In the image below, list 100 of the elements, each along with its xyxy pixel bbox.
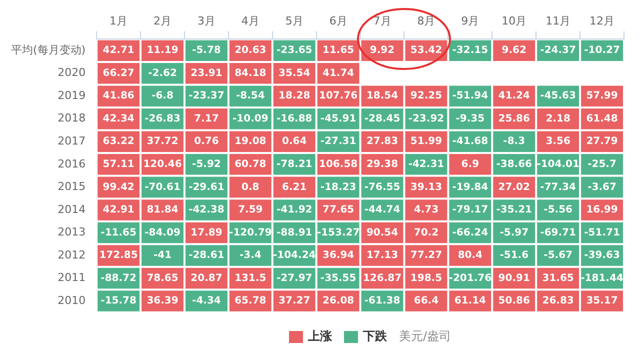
data-label: 50.86 [498, 296, 530, 307]
data-label: 60.78 [234, 159, 266, 170]
data-label: 6.9 [461, 159, 480, 170]
data-label: -8.3 [503, 136, 526, 148]
x-tick-label: 2月 [154, 14, 172, 28]
data-label: -23.37 [188, 90, 224, 102]
data-label: -15.78 [100, 296, 136, 307]
data-label: 0.76 [194, 136, 219, 148]
data-label: 78.65 [146, 272, 178, 284]
data-label: 23.91 [190, 68, 222, 79]
data-label: -6.8 [152, 90, 174, 102]
data-label: -51.6 [500, 250, 529, 262]
data-label: 35.17 [586, 296, 618, 307]
data-label: 126.87 [362, 272, 402, 284]
data-label: 77.27 [410, 250, 442, 262]
data-label: 31.65 [542, 272, 574, 284]
text: 上涨 [308, 328, 332, 345]
data-label: 20.63 [234, 45, 266, 56]
data-label: -51.94 [452, 90, 488, 102]
x-tick-label: 7月 [373, 14, 392, 28]
data-label: -42.38 [188, 204, 224, 216]
data-label: 18.28 [278, 90, 310, 102]
data-label: -35.55 [320, 272, 356, 284]
y-tick-label: 2010 [58, 294, 86, 307]
data-label: -35.21 [496, 204, 532, 216]
data-label: -51.71 [584, 227, 620, 238]
data-label: 57.99 [586, 90, 618, 102]
data-label: 7.59 [238, 204, 263, 216]
data-label: -39.63 [584, 250, 620, 262]
x-tick-label: 4月 [241, 14, 260, 28]
data-label: -104.24 [272, 250, 316, 262]
data-label: 66.27 [102, 68, 134, 79]
data-label: 42.91 [102, 204, 134, 216]
data-label: 6.21 [282, 182, 307, 193]
data-label: 198.5 [410, 272, 442, 284]
data-label: 0.8 [242, 182, 260, 193]
data-label: -104.01 [536, 159, 580, 170]
data-label: -23.92 [408, 113, 444, 124]
y-tick-label: 2018 [58, 112, 86, 125]
x-tick-label: 12月 [590, 14, 615, 28]
data-label: -77.34 [540, 182, 576, 193]
data-label: -5.92 [192, 159, 221, 170]
data-label: -18.23 [320, 182, 356, 193]
data-label: 18.54 [366, 90, 398, 102]
y-tick-label: 2014 [58, 202, 86, 216]
data-label: -9.35 [456, 113, 485, 124]
data-label: -3.67 [588, 182, 616, 193]
data-label: 9.92 [370, 45, 395, 56]
data-label: -41.68 [452, 136, 488, 148]
data-label: 42.71 [102, 45, 134, 56]
data-label: 11.65 [322, 45, 354, 56]
x-tick-label: 6月 [329, 14, 348, 28]
data-label: 27.83 [366, 136, 398, 148]
data-label: 19.08 [234, 136, 266, 148]
x-tick-label: 10月 [502, 14, 527, 28]
x-tick-label: 8月 [417, 14, 436, 28]
data-label: 26.83 [542, 296, 574, 307]
text: 下跌 [362, 328, 387, 345]
data-label: -23.65 [276, 45, 312, 56]
data-label: -32.15 [452, 45, 488, 56]
y-tick-label: 2011 [58, 271, 86, 284]
data-label: 7.17 [194, 113, 219, 124]
data-label: -8.54 [236, 90, 265, 102]
data-label: 29.38 [366, 159, 398, 170]
data-label: -2.62 [148, 68, 177, 79]
y-tick-label: 2016 [58, 157, 86, 170]
y-tick-label: 平均(每月变动) [10, 43, 86, 56]
data-label: 120.46 [143, 159, 182, 170]
data-label: 70.2 [414, 227, 439, 238]
data-label: 66.4 [414, 296, 439, 307]
data-label: -28.45 [364, 113, 400, 124]
data-label: -69.71 [540, 227, 576, 238]
data-label: -41.92 [276, 204, 312, 216]
data-label: -25.7 [588, 159, 616, 170]
y-tick-label: 2012 [58, 248, 86, 262]
data-label: 39.13 [410, 182, 442, 193]
data-label: -28.61 [188, 250, 224, 262]
data-label: 53.42 [410, 45, 442, 56]
data-label: 51.99 [410, 136, 442, 148]
x-tick-label: 5月 [285, 14, 304, 28]
data-label: 0.64 [282, 136, 307, 148]
data-label: -76.55 [364, 182, 400, 193]
data-label: -201.76 [448, 272, 492, 284]
data-label: 3.56 [546, 136, 570, 148]
data-label: 41.24 [498, 90, 530, 102]
data-label: -5.78 [192, 45, 221, 56]
y-tick-label: 2017 [58, 134, 86, 148]
data-label: -78.21 [276, 159, 312, 170]
data-label: 25.86 [498, 113, 530, 124]
data-label: -27.97 [276, 272, 312, 284]
data-label: 37.27 [278, 296, 310, 307]
data-label: 77.65 [322, 204, 354, 216]
data-label: -3.4 [239, 250, 262, 262]
data-label: 17.13 [366, 250, 398, 262]
data-label: -19.84 [452, 182, 488, 193]
data-label: -88.72 [100, 272, 136, 284]
data-label: 57.11 [102, 159, 134, 170]
data-label: 81.84 [146, 204, 178, 216]
data-label: -61.38 [364, 296, 400, 307]
y-tick-label: 2019 [58, 88, 86, 102]
